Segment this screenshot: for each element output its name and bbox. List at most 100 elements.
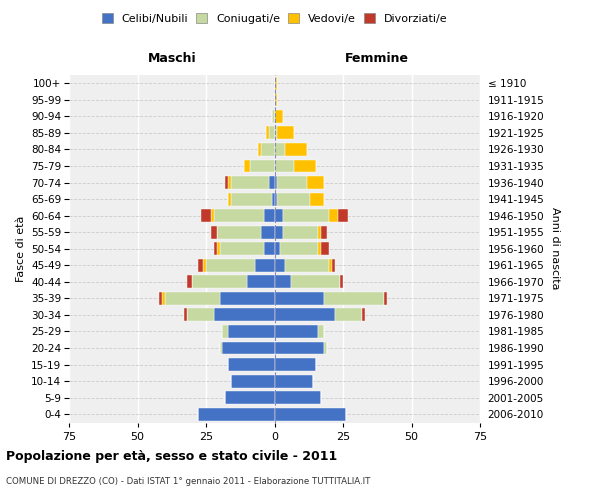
Bar — [275, 259, 286, 272]
Bar — [277, 192, 310, 205]
Bar — [384, 292, 387, 305]
Bar — [275, 374, 313, 388]
Bar — [263, 242, 275, 255]
Bar — [217, 242, 220, 255]
Bar — [198, 408, 275, 420]
Bar — [184, 308, 187, 322]
Bar — [250, 160, 275, 172]
Bar — [223, 342, 275, 354]
Bar — [277, 176, 307, 189]
Bar — [187, 308, 214, 322]
Bar — [275, 160, 293, 172]
Bar — [293, 160, 316, 172]
Bar — [307, 176, 324, 189]
Bar — [228, 325, 275, 338]
Bar — [319, 242, 321, 255]
Bar — [223, 325, 228, 338]
Bar — [162, 292, 165, 305]
Bar — [275, 94, 277, 106]
Bar — [275, 358, 316, 371]
Bar — [269, 126, 275, 140]
Bar — [275, 408, 346, 420]
Bar — [321, 242, 329, 255]
Bar — [286, 259, 329, 272]
Bar — [324, 292, 384, 305]
Bar — [319, 325, 324, 338]
Bar — [220, 292, 275, 305]
Bar — [160, 292, 162, 305]
Bar — [220, 242, 263, 255]
Bar — [230, 374, 275, 388]
Bar — [220, 342, 223, 354]
Bar — [272, 110, 275, 123]
Bar — [275, 110, 283, 123]
Bar — [211, 209, 214, 222]
Bar — [324, 342, 326, 354]
Bar — [272, 192, 275, 205]
Bar — [340, 276, 343, 288]
Bar — [187, 276, 193, 288]
Bar — [275, 308, 335, 322]
Text: Femmine: Femmine — [345, 52, 409, 65]
Text: Maschi: Maschi — [148, 52, 196, 65]
Bar — [261, 226, 275, 238]
Bar — [225, 176, 228, 189]
Bar — [258, 143, 261, 156]
Bar — [230, 192, 272, 205]
Legend: Celibi/Nubili, Coniugati/e, Vedovi/e, Divorziati/e: Celibi/Nubili, Coniugati/e, Vedovi/e, Di… — [100, 11, 449, 26]
Bar — [329, 209, 338, 222]
Bar — [225, 391, 275, 404]
Bar — [275, 242, 280, 255]
Bar — [247, 276, 275, 288]
Bar — [362, 308, 365, 322]
Y-axis label: Anni di nascita: Anni di nascita — [550, 208, 560, 290]
Bar — [275, 176, 277, 189]
Bar — [230, 176, 269, 189]
Bar — [275, 126, 277, 140]
Bar — [319, 226, 321, 238]
Bar — [203, 259, 206, 272]
Bar — [244, 160, 250, 172]
Bar — [286, 143, 307, 156]
Bar — [275, 77, 277, 90]
Bar — [283, 209, 329, 222]
Bar — [206, 259, 256, 272]
Bar — [275, 226, 283, 238]
Bar — [228, 358, 275, 371]
Bar — [275, 325, 319, 338]
Bar — [291, 276, 340, 288]
Bar — [335, 308, 362, 322]
Bar — [275, 276, 291, 288]
Bar — [275, 209, 283, 222]
Bar — [332, 259, 335, 272]
Bar — [321, 226, 326, 238]
Bar — [198, 259, 203, 272]
Bar — [228, 192, 230, 205]
Bar — [277, 126, 293, 140]
Bar — [269, 176, 275, 189]
Bar — [217, 226, 261, 238]
Bar — [211, 226, 217, 238]
Bar — [228, 176, 230, 189]
Bar — [338, 209, 349, 222]
Bar — [275, 192, 277, 205]
Bar — [261, 143, 275, 156]
Bar — [266, 126, 269, 140]
Bar — [275, 342, 324, 354]
Bar — [165, 292, 220, 305]
Bar — [283, 226, 319, 238]
Bar — [275, 292, 324, 305]
Bar — [214, 308, 275, 322]
Bar — [214, 242, 217, 255]
Bar — [192, 276, 247, 288]
Bar — [275, 143, 286, 156]
Bar — [200, 209, 211, 222]
Text: COMUNE DI DREZZO (CO) - Dati ISTAT 1° gennaio 2011 - Elaborazione TUTTITALIA.IT: COMUNE DI DREZZO (CO) - Dati ISTAT 1° ge… — [6, 478, 370, 486]
Bar — [329, 259, 332, 272]
Y-axis label: Fasce di età: Fasce di età — [16, 216, 26, 282]
Bar — [263, 209, 275, 222]
Bar — [256, 259, 275, 272]
Bar — [214, 209, 263, 222]
Bar — [280, 242, 319, 255]
Text: Popolazione per età, sesso e stato civile - 2011: Popolazione per età, sesso e stato civil… — [6, 450, 337, 463]
